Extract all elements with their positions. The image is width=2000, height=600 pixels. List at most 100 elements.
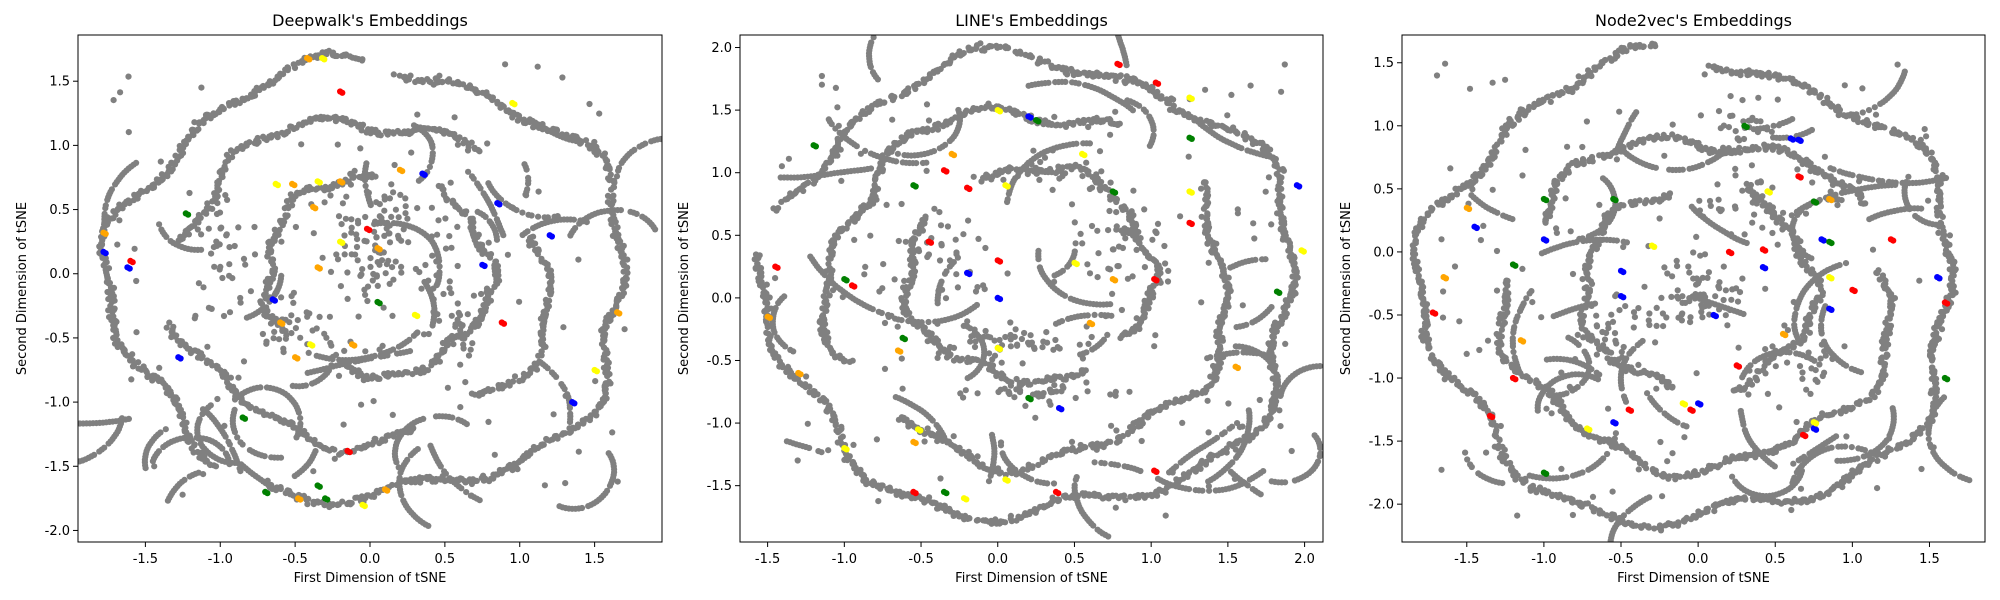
data-point [553,432,560,440]
data-point [1128,327,1135,335]
highlighted-point [548,233,556,240]
data-point [359,56,366,63]
data-point [476,246,483,253]
data-point [231,242,238,250]
data-point [309,380,316,387]
data-point [1012,48,1019,55]
data-point [1276,191,1283,198]
data-point [334,141,341,148]
data-point [478,474,485,481]
data-point [274,75,281,82]
data-point [761,308,768,315]
highlighted-point [511,101,518,108]
data-point [260,133,267,140]
y-tick-label: 0.5 [49,203,70,218]
chart-title: Deepwalk's Embeddings [272,11,468,30]
data-point [362,348,369,355]
data-point [237,439,244,446]
data-point [353,231,360,238]
data-point [210,244,217,251]
data-point [969,107,976,114]
highlighted-point [324,496,331,503]
data-point [242,261,249,268]
data-point [1096,185,1103,192]
data-point [606,378,613,385]
data-point [871,176,879,183]
data-point [355,313,362,320]
data-point [514,117,521,124]
data-point [435,217,442,224]
data-point [521,161,528,168]
data-point [231,406,238,413]
data-point [624,256,631,263]
data-point [195,280,202,287]
data-point [516,298,523,305]
data-point [504,251,511,258]
data-point [1273,170,1280,178]
data-point [1173,476,1180,483]
data-point [765,330,772,337]
data-point [1060,492,1067,500]
data-point [485,239,492,246]
data-point [832,422,839,429]
data-point [941,502,948,509]
data-point [329,51,336,59]
data-point [157,158,164,165]
data-point [357,145,364,152]
data-point [395,232,402,239]
data-point [582,137,590,144]
data-point [1185,486,1193,493]
data-point [996,470,1003,477]
data-point [583,219,590,226]
data-point [186,473,193,480]
data-point [591,409,598,417]
data-point [442,245,450,252]
data-point [102,259,109,266]
data-point [1268,397,1275,404]
data-point [156,221,163,228]
highlighted-point [291,182,298,189]
data-point [1277,225,1285,232]
data-point [223,371,230,378]
data-point [810,180,818,187]
data-point [622,281,629,288]
data-point [109,309,116,316]
data-point [442,215,449,222]
data-point [760,283,767,290]
data-point [327,268,335,275]
data-point [1027,52,1034,59]
data-point [211,263,218,270]
data-point [879,168,886,175]
data-point [373,273,380,280]
data-point [1203,117,1210,124]
data-point [436,263,443,270]
data-point [380,304,387,311]
data-point [226,461,233,468]
data-point [332,351,340,358]
data-point [365,189,372,196]
data-point [104,196,111,203]
data-point [218,103,226,111]
data-point [900,416,908,424]
data-point [338,221,345,228]
data-point [341,347,348,354]
data-point [1146,142,1153,149]
data-point [1269,339,1276,346]
data-point [270,335,277,342]
data-point [378,257,386,264]
data-point [163,324,170,331]
data-point [980,174,987,181]
data-point [429,141,436,149]
data-point [633,210,640,217]
data-point [1170,102,1177,109]
data-point [1288,289,1295,296]
data-point [872,100,879,107]
highlighted-point [339,179,346,186]
data-point [323,334,330,341]
data-point [225,157,232,164]
data-point [1121,203,1128,210]
data-point [441,191,448,198]
data-point [550,411,557,418]
data-point [677,137,683,143]
data-point [762,299,769,306]
